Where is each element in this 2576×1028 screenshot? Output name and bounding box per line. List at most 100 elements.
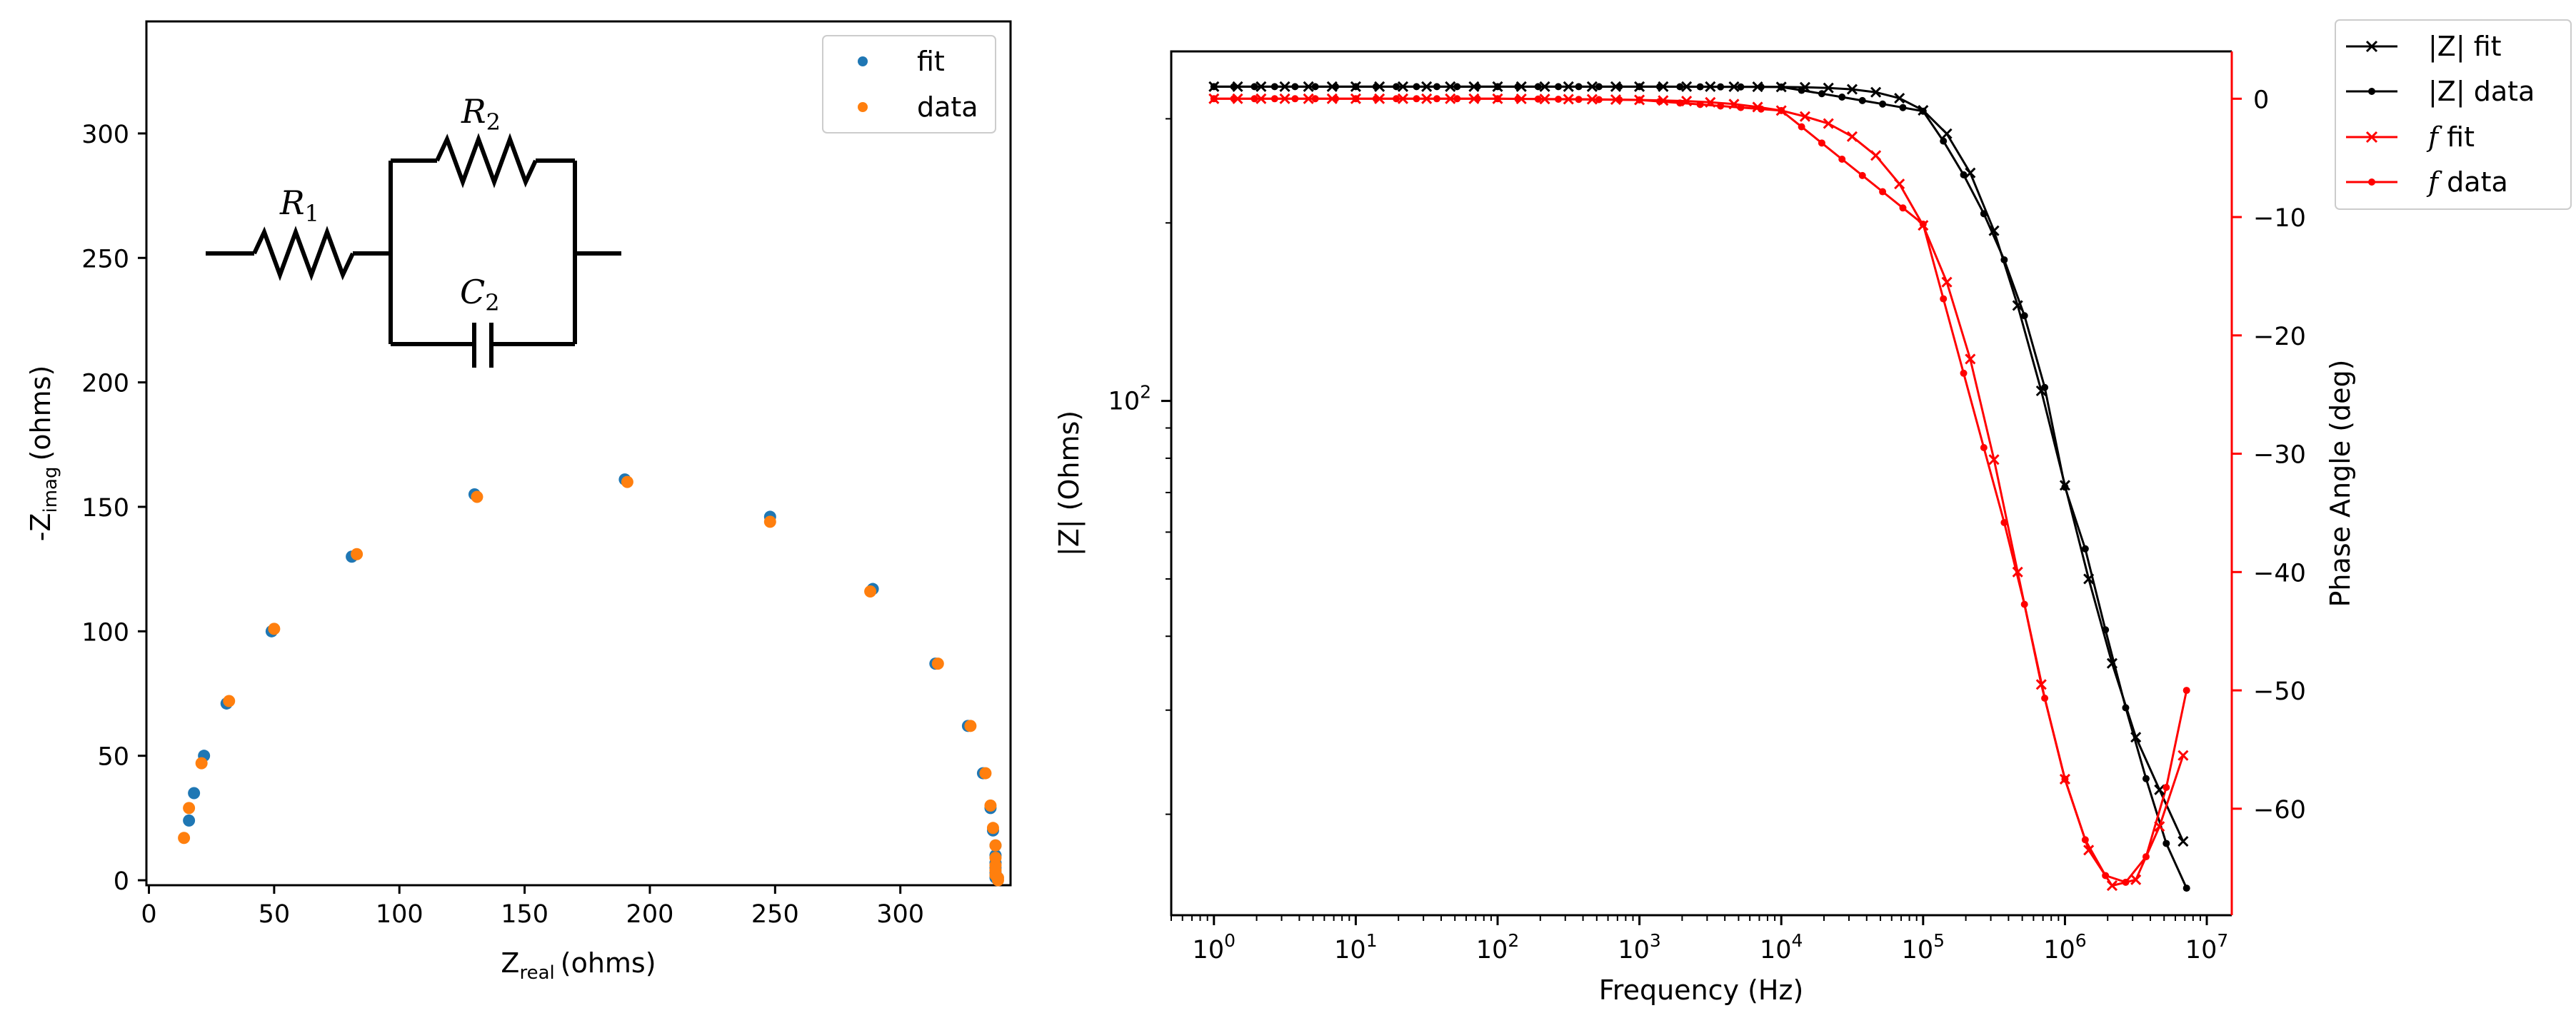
bode-marker-dot (2061, 483, 2069, 491)
bode-marker-dot (1210, 83, 1218, 91)
bode-marker-dot (1534, 83, 1542, 91)
nyquist-x-tick-label: 150 (501, 900, 548, 929)
bode-marker-dot (1879, 100, 1887, 108)
bode-marker-dot (1271, 95, 1278, 103)
bode-right-tick-label: 0 (2253, 86, 2269, 114)
bode-series-markers (1208, 81, 2190, 892)
bode-marker-x (1421, 93, 1433, 104)
legend-marker-z-data (2368, 88, 2375, 95)
nyquist-legend: fit data (822, 35, 996, 133)
bode-marker-dot (1453, 83, 1461, 91)
bode-marker-x (1397, 93, 1408, 104)
nyquist-point-data (223, 695, 236, 707)
bode-marker-dot (1676, 83, 1684, 91)
bode-marker-x (1941, 276, 1953, 288)
bode-marker-x (2035, 679, 2047, 690)
bode-left-y-ticks: 102 (1108, 118, 1171, 815)
bode-marker-dot (1980, 210, 1988, 218)
bode-x-tick-label: 107 (2185, 930, 2228, 964)
bode-marker-x (1681, 96, 1693, 107)
bode-marker-x (1563, 81, 1574, 92)
nyquist-y-tick-label: 150 (81, 494, 129, 523)
bode-marker-x (1256, 93, 1267, 104)
bode-marker-x (1728, 81, 1740, 93)
nyquist-y-tick-label: 0 (114, 867, 129, 896)
bode-marker-x (1397, 81, 1408, 92)
nyquist-x-axis-label: Zreal (ohms) (501, 947, 656, 984)
circuit-label-r1: R1 (279, 183, 319, 227)
nyquist-plot-area (145, 20, 1012, 887)
bode-marker-x (2177, 750, 2189, 761)
bode-marker-dot (2162, 840, 2170, 847)
bode-marker-x (1586, 81, 1598, 92)
bode-marker-dot (2061, 775, 2069, 783)
nyquist-point-data (471, 490, 483, 503)
bode-x-ticks: 100 101 102 103 104 105 106 107 (1171, 915, 2228, 964)
nyquist-y-ticks: 0 50 100 150 200 250 300 (81, 121, 146, 896)
bode-marker-dot (1352, 83, 1360, 91)
bode-marker-dot (1919, 221, 1927, 228)
bode-marker-dot (2182, 687, 2190, 695)
bode-marker-x (1728, 99, 1740, 110)
legend-label-z-data: |Z| data (2428, 76, 2535, 108)
nyquist-point-fit (183, 814, 196, 827)
bode-marker-x (1988, 225, 2000, 236)
bode-marker-dot (2122, 878, 2130, 886)
bode-marker-dot (1453, 95, 1461, 103)
bode-marker-dot (1899, 204, 1907, 212)
bode-marker-dot (1210, 95, 1218, 103)
nyquist-point-data (986, 822, 999, 835)
bode-marker-x (1705, 81, 1716, 92)
nyquist-x-tick-label: 100 (376, 900, 424, 929)
bode-marker-dot (1818, 139, 1825, 147)
bode-marker-dot (1656, 98, 1664, 106)
nyquist-y-tick-label: 200 (81, 370, 129, 398)
bode-right-tick-label: −30 (2253, 441, 2306, 470)
bode-x-tick-label: 100 (1193, 930, 1236, 964)
bode-marker-dot (1656, 83, 1664, 91)
bode-marker-dot (1230, 83, 1238, 91)
bode-marker-dot (1575, 96, 1583, 104)
bode-marker-x (2012, 566, 2023, 578)
bode-marker-x (1705, 96, 1716, 108)
bode-marker-dot (1635, 83, 1643, 91)
bode-plot-area (1171, 51, 2232, 915)
bode-marker-dot (2122, 704, 2130, 712)
bode-marker-dot (1980, 444, 1988, 452)
bode-marker-dot (1271, 83, 1278, 91)
nyquist-point-fit (188, 787, 201, 800)
bode-legend-frame (2335, 19, 2572, 210)
bode-x-tick-label: 105 (1902, 930, 1945, 964)
bode-marker-dot (1291, 83, 1299, 91)
bode-right-y-ticks: 0 −10 −20 −30 −40 −50 −60 (2232, 86, 2306, 825)
bode-marker-dot (1757, 83, 1765, 91)
bode-marker-dot (2162, 783, 2170, 791)
bode-marker-x (1965, 167, 1976, 178)
bode-marker-dot (1635, 96, 1643, 104)
bode-marker-dot (1778, 83, 1785, 91)
bode-marker-x (2083, 573, 2095, 585)
bode-right-tick-label: −10 (2253, 204, 2306, 233)
nyquist-point-data (268, 623, 281, 635)
bode-marker-dot (2182, 885, 2190, 892)
bode-marker-dot (1433, 83, 1440, 91)
bode-marker-dot (1676, 99, 1684, 107)
bode-marker-dot (1838, 93, 1846, 101)
bode-marker-x (2154, 784, 2165, 795)
bode-marker-dot (1696, 83, 1704, 91)
nyquist-point-data (989, 839, 1002, 852)
nyquist-point-data (979, 767, 992, 780)
bode-marker-dot (1413, 95, 1420, 103)
nyquist-x-tick-label: 300 (876, 900, 924, 929)
bode-marker-x (1941, 128, 1953, 139)
bode-marker-dot (1778, 106, 1785, 114)
bode-marker-dot (2142, 853, 2150, 861)
resistor-r1-zigzag (252, 226, 355, 281)
bode-marker-dot (1311, 95, 1319, 103)
bode-marker-dot (1717, 83, 1725, 91)
nyquist-y-axis-label: -Zimag(ohms) (25, 366, 61, 542)
nyquist-chart: 0 50 100 150 200 250 300 0 50 100 150 200 250 300 R1… (25, 20, 1012, 984)
nyquist-point-data (621, 475, 633, 488)
bode-marker-dot (1960, 369, 1968, 377)
